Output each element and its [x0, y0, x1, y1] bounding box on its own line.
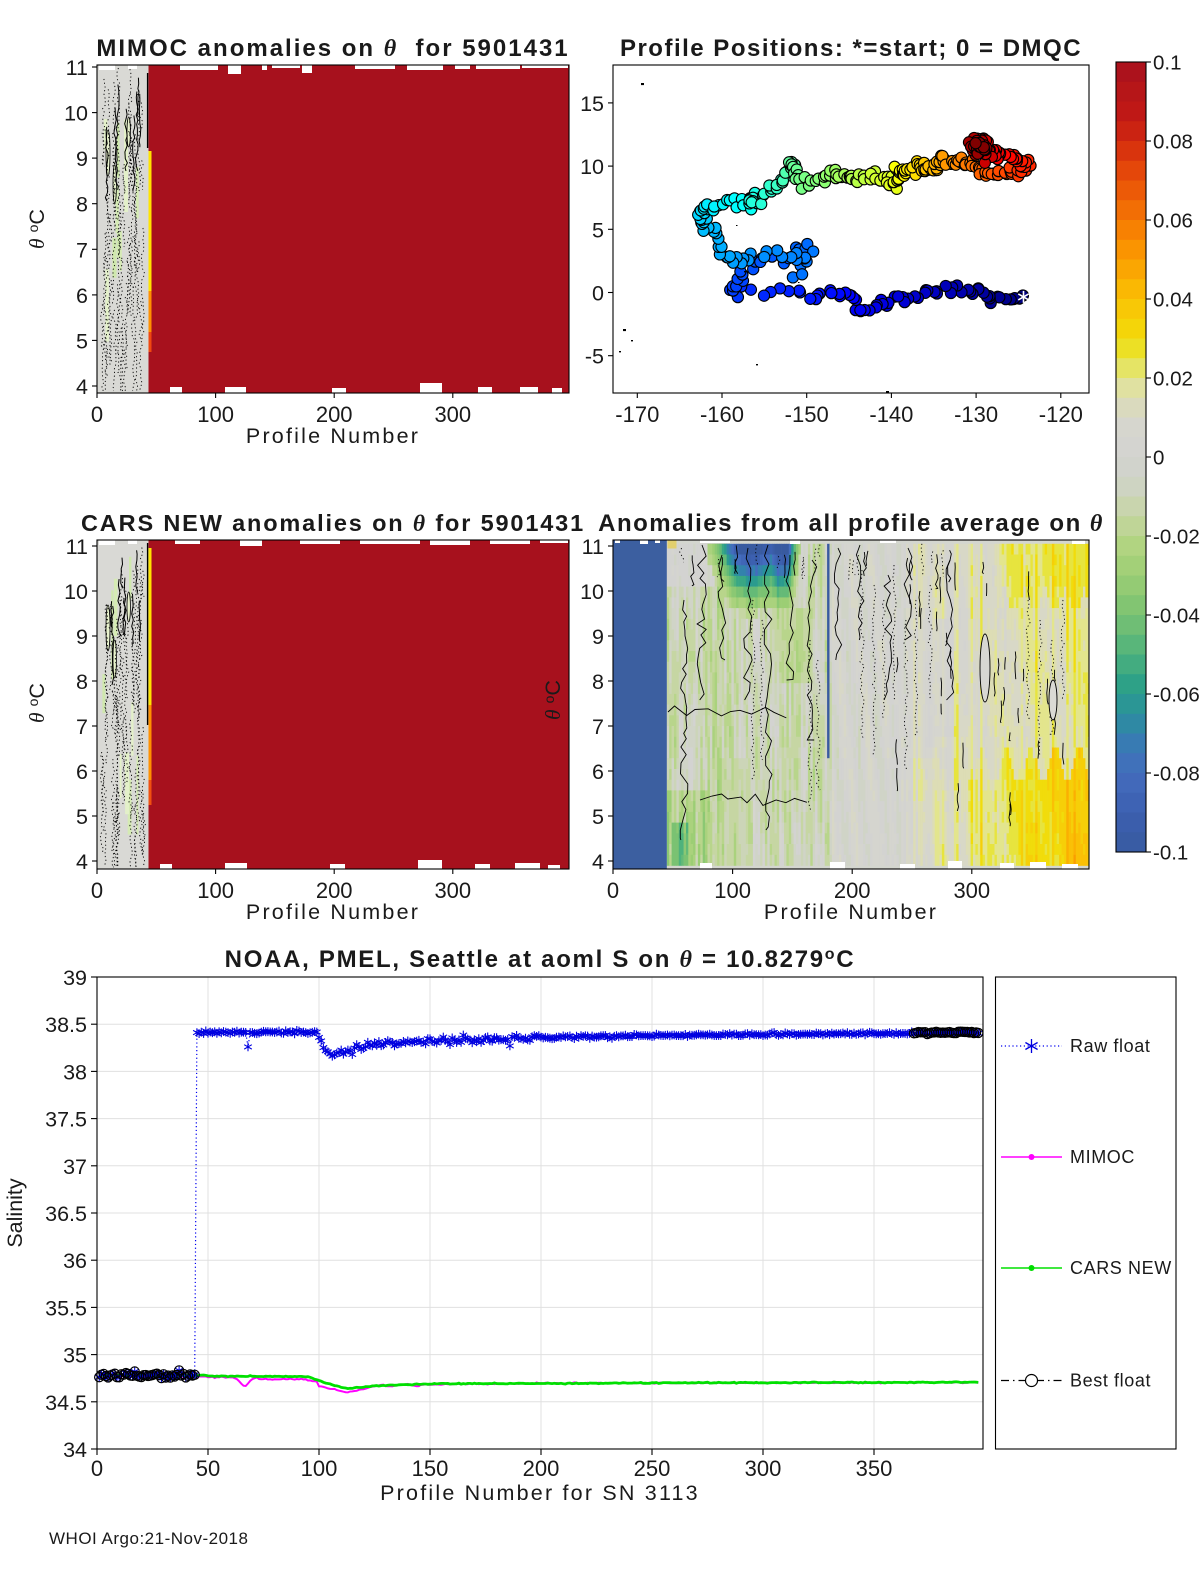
svg-text:-150: -150	[785, 402, 829, 427]
svg-text:-140: -140	[869, 402, 913, 427]
svg-text:-0.06: -0.06	[1153, 684, 1200, 707]
svg-text:10: 10	[64, 102, 88, 126]
svg-text:10: 10	[580, 155, 604, 179]
svg-text:5: 5	[592, 805, 604, 829]
svg-text:37: 37	[63, 1155, 87, 1179]
svg-text:-5: -5	[585, 345, 604, 369]
svg-text:200: 200	[316, 402, 353, 427]
svg-text:300: 300	[953, 878, 990, 903]
svg-text:100: 100	[714, 878, 751, 903]
svg-text:10: 10	[580, 580, 604, 604]
svg-text:0: 0	[592, 282, 604, 306]
svg-text:6: 6	[592, 760, 604, 784]
svg-text:36.5: 36.5	[45, 1202, 87, 1226]
svg-text:0.04: 0.04	[1153, 289, 1193, 312]
svg-text:CARS NEW: CARS NEW	[1070, 1258, 1172, 1278]
svg-text:7: 7	[592, 715, 604, 739]
svg-text:-0.1: -0.1	[1153, 842, 1188, 865]
svg-text:5: 5	[592, 218, 604, 242]
svg-text:50: 50	[196, 1456, 220, 1481]
svg-text:0: 0	[1153, 447, 1164, 470]
svg-text:10: 10	[64, 580, 88, 604]
svg-text:9: 9	[592, 625, 604, 649]
svg-text:0.06: 0.06	[1153, 210, 1193, 233]
svg-text:4: 4	[592, 850, 604, 874]
svg-text:0.08: 0.08	[1153, 131, 1193, 154]
svg-text:34: 34	[63, 1438, 87, 1462]
svg-text:35.5: 35.5	[45, 1296, 87, 1320]
svg-text:9: 9	[76, 147, 88, 171]
svg-text:-0.08: -0.08	[1153, 763, 1200, 786]
svg-text:200: 200	[523, 1456, 560, 1481]
svg-text:8: 8	[592, 670, 604, 694]
svg-text:θ oC: θ oC	[541, 680, 565, 720]
svg-text:Profile Number: Profile Number	[246, 900, 420, 924]
svg-text:WHOI Argo:21-Nov-2018: WHOI Argo:21-Nov-2018	[49, 1529, 248, 1548]
svg-text:39: 39	[63, 966, 87, 990]
svg-text:100: 100	[301, 1456, 338, 1481]
svg-text:0: 0	[91, 402, 103, 427]
svg-text:-130: -130	[954, 402, 998, 427]
svg-text:9: 9	[76, 625, 88, 649]
svg-text:Profile Number for SN 3113: Profile Number for SN 3113	[380, 1481, 700, 1505]
svg-text:100: 100	[197, 878, 234, 903]
svg-text:8: 8	[76, 193, 88, 217]
svg-text:300: 300	[745, 1456, 782, 1481]
svg-text:Raw float: Raw float	[1070, 1036, 1150, 1056]
svg-text:36: 36	[63, 1249, 87, 1273]
svg-text:11: 11	[66, 56, 88, 80]
svg-text:7: 7	[76, 715, 88, 739]
svg-text:-0.04: -0.04	[1153, 605, 1200, 628]
svg-text:200: 200	[834, 878, 871, 903]
svg-text:7: 7	[76, 238, 88, 262]
svg-text:300: 300	[434, 402, 471, 427]
svg-text:300: 300	[434, 878, 471, 903]
svg-text:Profile Number: Profile Number	[246, 424, 420, 448]
svg-text:200: 200	[316, 878, 353, 903]
svg-text:θ oC: θ oC	[25, 683, 49, 723]
svg-text:NOAA, PMEL, Seattle at aoml S: NOAA, PMEL, Seattle at aoml S on θ = 10.…	[225, 946, 856, 973]
svg-text:MIMOC anomalies on θ for 5901: MIMOC anomalies on θ for 5901431	[96, 35, 569, 62]
svg-text:Anomalies from all profile ave: Anomalies from all profile average on θ	[598, 510, 1104, 537]
svg-text:0: 0	[91, 878, 103, 903]
svg-text:Profile Number: Profile Number	[764, 900, 938, 924]
svg-text:Salinity: Salinity	[3, 1178, 27, 1248]
svg-text:MIMOC: MIMOC	[1070, 1147, 1135, 1167]
svg-text:8: 8	[76, 670, 88, 694]
svg-text:11: 11	[582, 535, 604, 559]
svg-text:-170: -170	[615, 402, 659, 427]
svg-text:0: 0	[91, 1456, 103, 1481]
svg-text:-160: -160	[700, 402, 744, 427]
svg-text:0: 0	[607, 878, 619, 903]
svg-text:6: 6	[76, 760, 88, 784]
svg-text:34.5: 34.5	[45, 1391, 87, 1415]
svg-text:θ oC: θ oC	[25, 209, 49, 249]
svg-text:100: 100	[197, 402, 234, 427]
svg-text:Profile Positions: *=start; 0: Profile Positions: *=start; 0 = DMQC	[620, 35, 1082, 62]
svg-text:5: 5	[76, 329, 88, 353]
svg-text:4: 4	[76, 850, 88, 874]
svg-text:-0.02: -0.02	[1153, 526, 1200, 549]
svg-text:38.5: 38.5	[45, 1013, 87, 1037]
svg-text:250: 250	[634, 1456, 671, 1481]
svg-text:11: 11	[66, 535, 88, 559]
svg-text:Best float: Best float	[1070, 1371, 1151, 1391]
svg-text:4: 4	[76, 375, 88, 399]
svg-text:5: 5	[76, 805, 88, 829]
svg-text:38: 38	[63, 1060, 87, 1084]
svg-text:15: 15	[580, 92, 604, 116]
svg-text:6: 6	[76, 284, 88, 308]
svg-text:37.5: 37.5	[45, 1108, 87, 1132]
svg-text:0.02: 0.02	[1153, 368, 1193, 391]
svg-text:0.1: 0.1	[1153, 52, 1182, 75]
svg-text:-120: -120	[1039, 402, 1083, 427]
svg-text:CARS NEW anomalies on θ for 59: CARS NEW anomalies on θ for 5901431	[81, 510, 585, 537]
svg-text:350: 350	[856, 1456, 893, 1481]
svg-text:35: 35	[63, 1344, 87, 1368]
svg-text:150: 150	[412, 1456, 449, 1481]
